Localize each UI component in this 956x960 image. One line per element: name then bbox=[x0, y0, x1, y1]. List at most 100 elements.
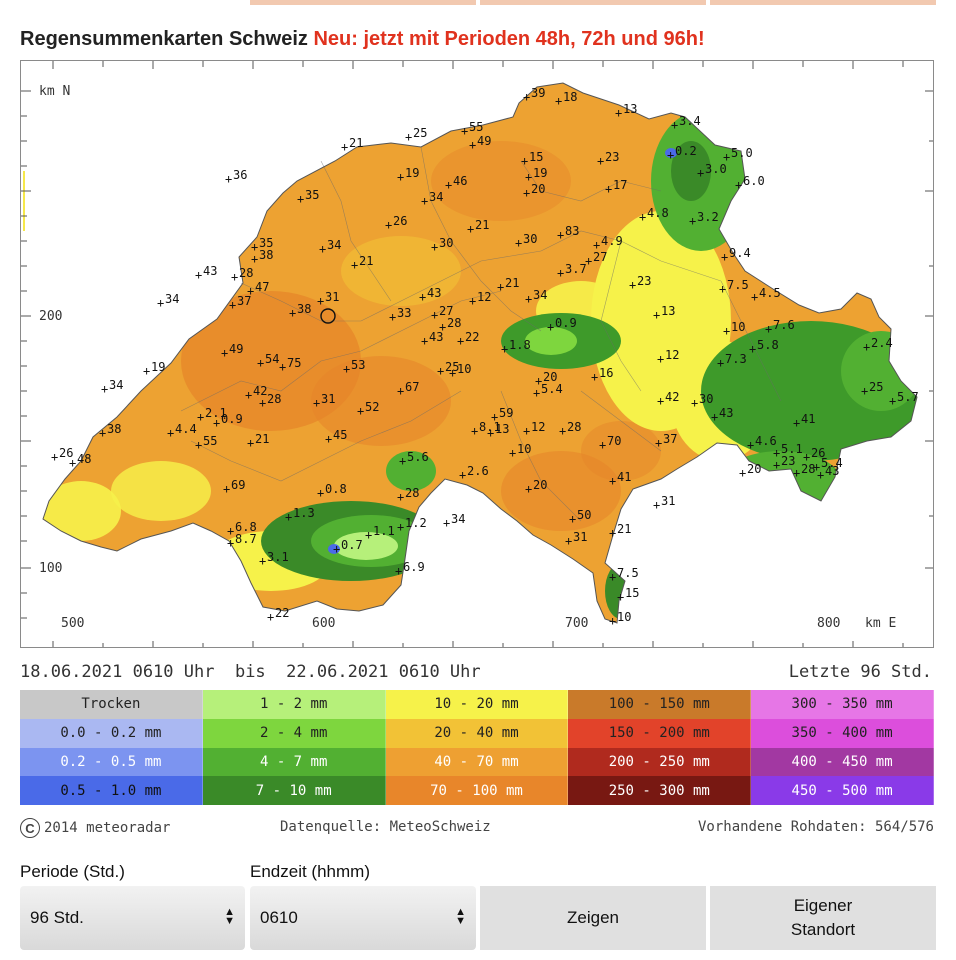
station-value[interactable]: 4.9 bbox=[601, 234, 623, 248]
station-value[interactable]: 21 bbox=[617, 522, 631, 536]
station-value[interactable]: 33 bbox=[397, 306, 411, 320]
station-value[interactable]: 28 bbox=[239, 266, 253, 280]
station-value[interactable]: 19 bbox=[533, 166, 547, 180]
period-select[interactable]: 96 Std. ▲ ▼ bbox=[20, 886, 245, 950]
station-value[interactable]: 3.7 bbox=[565, 262, 587, 276]
station-value[interactable]: 42 bbox=[665, 390, 679, 404]
station-value[interactable]: 49 bbox=[229, 342, 243, 356]
station-value[interactable]: 28 bbox=[267, 392, 281, 406]
station-value[interactable]: 43 bbox=[427, 286, 441, 300]
station-value[interactable]: 46 bbox=[453, 174, 467, 188]
station-value[interactable]: 3.1 bbox=[267, 550, 289, 564]
station-value[interactable]: 7.5 bbox=[727, 278, 749, 292]
station-value[interactable]: 20 bbox=[531, 182, 545, 196]
station-value[interactable]: 20 bbox=[533, 478, 547, 492]
station-value[interactable]: 30 bbox=[439, 236, 453, 250]
station-value[interactable]: 15 bbox=[625, 586, 639, 600]
station-value[interactable]: 19 bbox=[405, 166, 419, 180]
station-value[interactable]: 17 bbox=[613, 178, 627, 192]
station-value[interactable]: 23 bbox=[605, 150, 619, 164]
station-value[interactable]: 0.9 bbox=[555, 316, 577, 330]
station-value[interactable]: 31 bbox=[321, 392, 335, 406]
station-value[interactable]: 27 bbox=[439, 304, 453, 318]
station-value[interactable]: 5.1 bbox=[781, 442, 803, 456]
station-value[interactable]: 28 bbox=[801, 462, 815, 476]
station-value[interactable]: 5.0 bbox=[731, 146, 753, 160]
top-tab-fragment[interactable] bbox=[710, 0, 936, 5]
station-value[interactable]: 50 bbox=[577, 508, 591, 522]
station-value[interactable]: 3.4 bbox=[679, 114, 701, 128]
station-value[interactable]: 38 bbox=[107, 422, 121, 436]
station-value[interactable]: 35 bbox=[259, 236, 273, 250]
station-value[interactable]: 7.5 bbox=[617, 566, 639, 580]
station-value[interactable]: 30 bbox=[523, 232, 537, 246]
station-value[interactable]: 49 bbox=[477, 134, 491, 148]
station-value[interactable]: 20 bbox=[543, 370, 557, 384]
station-value[interactable]: 41 bbox=[617, 470, 631, 484]
station-value[interactable]: 13 bbox=[495, 422, 509, 436]
station-value[interactable]: 35 bbox=[305, 188, 319, 202]
station-value[interactable]: 4.8 bbox=[647, 206, 669, 220]
station-value[interactable]: 34 bbox=[533, 288, 547, 302]
station-value[interactable]: 9.4 bbox=[729, 246, 751, 260]
station-value[interactable]: 38 bbox=[297, 302, 311, 316]
station-value[interactable]: 5.4 bbox=[541, 382, 563, 396]
station-value[interactable]: 3.2 bbox=[697, 210, 719, 224]
station-value[interactable]: 21 bbox=[255, 432, 269, 446]
station-value[interactable]: 5.7 bbox=[897, 390, 919, 404]
station-value[interactable]: 6.0 bbox=[743, 174, 765, 188]
station-value[interactable]: 23 bbox=[781, 454, 795, 468]
station-value[interactable]: 1.8 bbox=[509, 338, 531, 352]
station-value[interactable]: 27 bbox=[593, 250, 607, 264]
station-value[interactable]: 75 bbox=[287, 356, 301, 370]
station-value[interactable]: 28 bbox=[447, 316, 461, 330]
station-value[interactable]: 22 bbox=[465, 330, 479, 344]
station-value[interactable]: 6.9 bbox=[403, 560, 425, 574]
station-value[interactable]: 37 bbox=[663, 432, 677, 446]
station-value[interactable]: 5.8 bbox=[757, 338, 779, 352]
station-value[interactable]: 21 bbox=[359, 254, 373, 268]
station-value[interactable]: 25 bbox=[413, 126, 427, 140]
station-value[interactable]: 39 bbox=[531, 86, 545, 100]
station-value[interactable]: 3.0 bbox=[705, 162, 727, 176]
station-value[interactable]: 26 bbox=[393, 214, 407, 228]
station-value[interactable]: 2.1 bbox=[205, 406, 227, 420]
station-value[interactable]: 37 bbox=[237, 294, 251, 308]
station-value[interactable]: 2.4 bbox=[871, 336, 893, 350]
station-value[interactable]: 15 bbox=[529, 150, 543, 164]
station-value[interactable]: 1.2 bbox=[405, 516, 427, 530]
station-value[interactable]: 43 bbox=[825, 464, 839, 478]
station-value[interactable]: 8.1 bbox=[479, 420, 501, 434]
station-value[interactable]: 42 bbox=[253, 384, 267, 398]
station-value[interactable]: 10 bbox=[517, 442, 531, 456]
station-value[interactable]: 16 bbox=[599, 366, 613, 380]
station-value[interactable]: 18 bbox=[563, 90, 577, 104]
station-value[interactable]: 53 bbox=[351, 358, 365, 372]
station-value[interactable]: 30 bbox=[699, 392, 713, 406]
station-value[interactable]: 7.3 bbox=[725, 352, 747, 366]
station-value[interactable]: 38 bbox=[259, 248, 273, 262]
station-value[interactable]: 5.4 bbox=[821, 456, 843, 470]
station-value[interactable]: 13 bbox=[661, 304, 675, 318]
station-value[interactable]: 1.3 bbox=[293, 506, 315, 520]
station-value[interactable]: 22 bbox=[275, 606, 289, 620]
station-value[interactable]: 43 bbox=[429, 330, 443, 344]
station-value[interactable]: 1.1 bbox=[373, 524, 395, 538]
station-value[interactable]: 13 bbox=[623, 102, 637, 116]
station-value[interactable]: 4.4 bbox=[175, 422, 197, 436]
station-value[interactable]: 21 bbox=[475, 218, 489, 232]
station-value[interactable]: 55 bbox=[469, 120, 483, 134]
station-value[interactable]: 83 bbox=[565, 224, 579, 238]
station-value[interactable]: 4.6 bbox=[755, 434, 777, 448]
station-value[interactable]: 34 bbox=[429, 190, 443, 204]
station-value[interactable]: 28 bbox=[567, 420, 581, 434]
top-tab-fragment[interactable] bbox=[480, 0, 706, 5]
station-value[interactable]: 12 bbox=[531, 420, 545, 434]
station-value[interactable]: 0.8 bbox=[325, 482, 347, 496]
endtime-select[interactable]: 0610 ▲ ▼ bbox=[250, 886, 476, 950]
station-value[interactable]: 26 bbox=[811, 446, 825, 460]
station-value[interactable]: 43 bbox=[719, 406, 733, 420]
station-value[interactable]: 31 bbox=[573, 530, 587, 544]
rain-sum-map[interactable]: km N km E 200 100 500 600 700 800 +39 +18… bbox=[20, 60, 934, 648]
station-value[interactable]: 0.2 bbox=[675, 144, 697, 158]
